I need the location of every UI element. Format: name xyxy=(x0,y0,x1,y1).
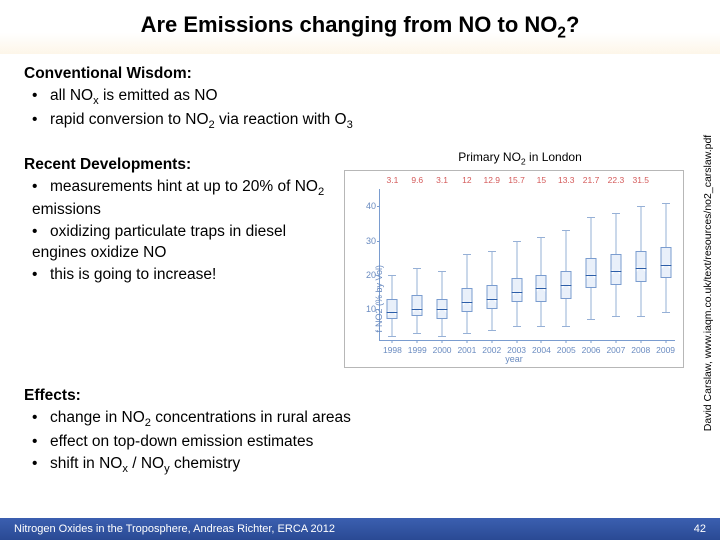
top-value-label: 21.7 xyxy=(583,175,600,186)
box-group xyxy=(609,189,623,343)
top-value-label: 3.1 xyxy=(386,175,398,186)
cw-bullets: all NOx is emitted as NOrapid conversion… xyxy=(24,86,696,133)
y-tick-label: 10 xyxy=(350,303,376,315)
box-group xyxy=(435,189,449,343)
list-item: measurements hint at up to 20% of NO2 em… xyxy=(32,177,334,221)
y-tick-label: 40 xyxy=(350,200,376,212)
box-group xyxy=(659,189,673,343)
section-conventional-wisdom: Conventional Wisdom: all NOx is emitted … xyxy=(24,64,696,133)
section-effects: Effects: change in NO2 concentrations in… xyxy=(24,386,696,477)
top-value-label: 15.7 xyxy=(508,175,525,186)
box-group xyxy=(559,189,573,343)
y-tick-label: 20 xyxy=(350,269,376,281)
fx-heading: Effects: xyxy=(24,386,696,407)
title-band: Are Emissions changing from NO to NO2? xyxy=(0,0,720,54)
list-item: all NOx is emitted as NO xyxy=(32,86,696,109)
box-group xyxy=(634,189,648,343)
boxplot-chart: f-NO2 (% by Vol) 1020304019983.119999.62… xyxy=(344,170,684,368)
top-value-label: 12 xyxy=(462,175,471,186)
top-value-label: 31.5 xyxy=(632,175,649,186)
footer-left: Nitrogen Oxides in the Troposphere, Andr… xyxy=(14,523,335,535)
box-group xyxy=(460,189,474,343)
top-value-label: 22.3 xyxy=(608,175,625,186)
chart-caption: Primary NO2 in London xyxy=(344,149,696,168)
rd-heading: Recent Developments: xyxy=(24,155,334,176)
list-item: effect on top-down emission estimates xyxy=(32,432,696,453)
list-item: change in NO2 concentrations in rural ar… xyxy=(32,408,696,431)
top-value-label: 3.1 xyxy=(436,175,448,186)
side-credit-text: David Carslaw, www.iaqm.co.uk/text/resou… xyxy=(702,135,714,431)
top-value-label: 9.6 xyxy=(411,175,423,186)
list-item: this is going to increase! xyxy=(32,265,334,286)
chart-column: Primary NO2 in London f-NO2 (% by Vol) 1… xyxy=(344,149,696,368)
list-item: oxidizing particulate traps in diesel en… xyxy=(32,222,334,264)
footer-page-number: 42 xyxy=(694,523,706,535)
slide-title: Are Emissions changing from NO to NO2? xyxy=(141,12,580,42)
box-group xyxy=(385,189,399,343)
fx-bullets: change in NO2 concentrations in rural ar… xyxy=(24,408,696,477)
box-group xyxy=(410,189,424,343)
rd-bullets: measurements hint at up to 20% of NO2 em… xyxy=(24,177,334,286)
y-tick-label: 30 xyxy=(350,235,376,247)
cw-heading: Conventional Wisdom: xyxy=(24,64,696,85)
plot-area: f-NO2 (% by Vol) 1020304019983.119999.62… xyxy=(379,189,675,341)
footer: Nitrogen Oxides in the Troposphere, Andr… xyxy=(0,518,720,540)
box-group xyxy=(584,189,598,343)
section-recent-developments: Recent Developments: measurements hint a… xyxy=(24,149,334,287)
slide-body: Conventional Wisdom: all NOx is emitted … xyxy=(24,58,696,510)
side-credit: David Carslaw, www.iaqm.co.uk/text/resou… xyxy=(700,56,716,510)
top-value-label: 13.3 xyxy=(558,175,575,186)
list-item: shift in NOx / NOy chemistry xyxy=(32,454,696,477)
top-value-label: 15 xyxy=(537,175,546,186)
top-value-label: 12.9 xyxy=(483,175,500,186)
box-group xyxy=(534,189,548,343)
list-item: rapid conversion to NO2 via reaction wit… xyxy=(32,110,696,133)
box-group xyxy=(485,189,499,343)
box-group xyxy=(510,189,524,343)
x-axis-label: year xyxy=(345,353,683,365)
